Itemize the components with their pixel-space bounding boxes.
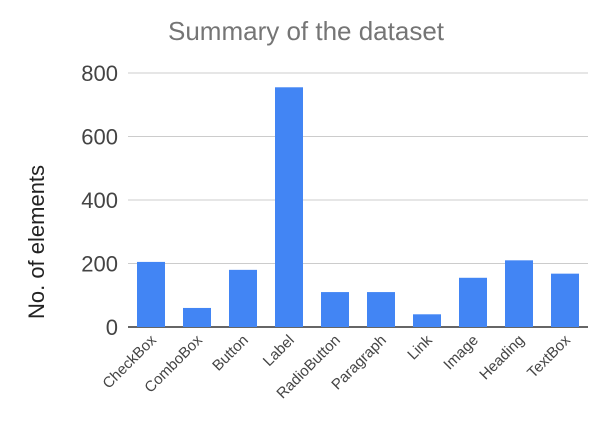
x-tick-label: TextBox xyxy=(524,331,574,381)
y-tick-labels: 0 200 400 600 800 xyxy=(81,61,118,340)
bar-heading xyxy=(505,260,533,327)
y-tick-label: 200 xyxy=(81,252,118,277)
bar-checkbox xyxy=(137,261,165,327)
x-tick-label: Label xyxy=(260,332,298,370)
bar-label xyxy=(275,87,303,327)
x-tick-label: Button xyxy=(209,332,252,375)
x-tick-label: Link xyxy=(404,331,436,363)
y-axis-label: No. of elements xyxy=(24,165,49,319)
y-tick-label: 800 xyxy=(81,61,118,86)
y-tick-label: 0 xyxy=(106,315,118,340)
chart-title: Summary of the dataset xyxy=(168,16,445,46)
y-tick-label: 400 xyxy=(81,188,118,213)
x-tick-label: Heading xyxy=(476,332,528,384)
y-tick-label: 600 xyxy=(81,125,118,150)
bars xyxy=(137,87,579,327)
bar-combobox xyxy=(183,307,211,327)
bar-link xyxy=(413,314,441,327)
bar-paragraph xyxy=(367,292,395,327)
x-tick-label: Image xyxy=(440,332,482,374)
bar-button xyxy=(229,269,257,327)
bar-image xyxy=(459,277,487,327)
bar-radiobutton xyxy=(321,292,349,327)
bar-textbox xyxy=(551,273,579,327)
